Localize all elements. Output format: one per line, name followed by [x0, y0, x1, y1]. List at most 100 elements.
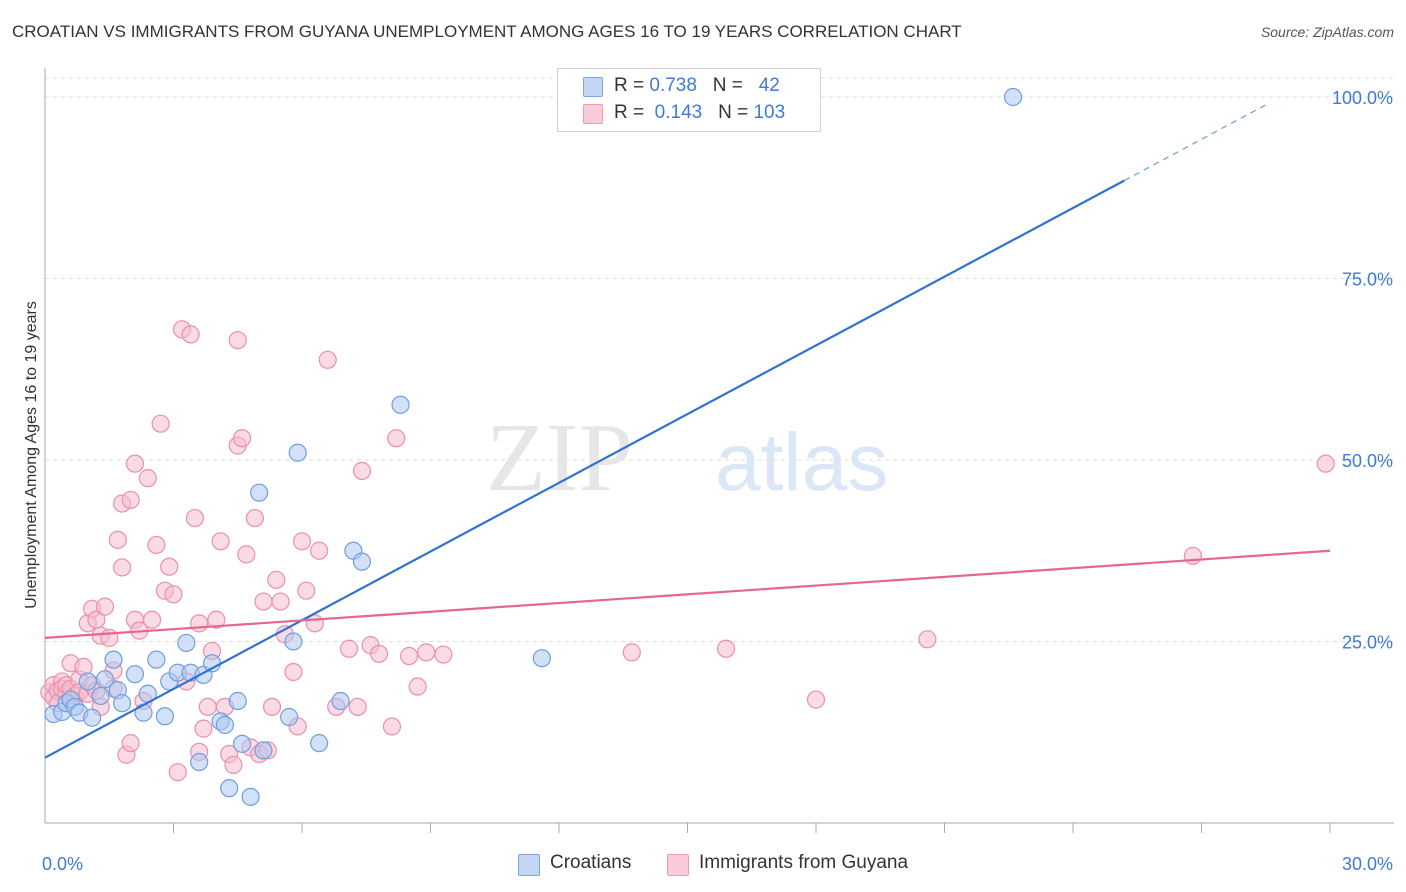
point-guyana	[318, 350, 337, 369]
point-guyana	[181, 325, 200, 344]
point-guyana	[267, 570, 286, 589]
point-croatian	[190, 752, 209, 772]
legend-n-value: 103	[753, 102, 786, 123]
legend-r-value: 0.143	[654, 102, 703, 123]
point-guyana	[310, 541, 329, 560]
point-guyana	[224, 755, 243, 775]
point-guyana	[340, 639, 359, 658]
point-croatian	[112, 694, 132, 713]
point-guyana	[408, 677, 427, 696]
point-guyana	[245, 508, 264, 528]
y-tick-label: 50.0%	[1342, 451, 1393, 471]
point-croatian	[532, 649, 551, 668]
point-croatian	[250, 483, 269, 502]
y-tick-label: 25.0%	[1342, 633, 1393, 653]
legend-n-label: N =	[718, 102, 749, 123]
point-guyana	[185, 508, 205, 528]
x-tick-label: 0.0%	[42, 854, 83, 874]
legend-r-label: R =	[614, 102, 645, 123]
point-guyana	[292, 532, 312, 551]
point-croatian	[241, 787, 260, 806]
point-guyana	[142, 610, 162, 629]
point-croatian	[134, 703, 153, 722]
point-croatian	[177, 633, 196, 653]
point-croatian	[155, 707, 175, 726]
source-label: Source: ZipAtlas.com	[1260, 24, 1394, 40]
legend-swatch-blue	[583, 77, 603, 97]
point-guyana	[198, 697, 217, 716]
point-guyana	[417, 643, 436, 662]
point-croatian	[83, 708, 102, 727]
point-guyana	[147, 535, 166, 555]
trend-lines	[44, 104, 1331, 759]
point-croatian	[125, 665, 145, 684]
bottom-legend-swatch-blue	[518, 854, 540, 876]
watermark-zip: ZIP	[486, 404, 633, 512]
y-tick-label: 75.0%	[1342, 270, 1393, 290]
bottom-legend-label: Immigrants from Guyana	[699, 852, 909, 873]
point-croatian	[352, 552, 372, 571]
point-guyana	[352, 461, 372, 480]
point-croatian	[310, 734, 329, 753]
point-guyana	[387, 429, 406, 448]
correlation-legend: R = 0.738 N = 42 R = 0.143 N = 103	[557, 68, 821, 132]
point-guyana	[254, 592, 273, 611]
point-guyana	[806, 690, 826, 709]
point-croatian	[254, 741, 273, 760]
point-guyana	[151, 414, 170, 433]
point-guyana	[434, 645, 453, 664]
point-guyana	[262, 697, 282, 716]
y-axis-title: Unemployment Among Ages 16 to 19 years	[23, 301, 40, 609]
point-croatian	[1003, 87, 1023, 107]
point-guyana	[121, 734, 140, 753]
point-guyana	[190, 614, 209, 633]
point-guyana	[382, 717, 402, 736]
point-guyana	[95, 597, 115, 616]
point-guyana	[138, 469, 157, 488]
y-tick-label: 100.0%	[1332, 88, 1393, 108]
point-guyana	[232, 429, 252, 448]
series-croatians	[44, 87, 1023, 806]
chart-title: CROATIAN VS IMMIGRANTS FROM GUYANA UNEMP…	[12, 22, 962, 41]
point-guyana	[207, 610, 226, 629]
point-croatian	[232, 734, 252, 753]
point-guyana	[1316, 454, 1335, 473]
legend-r-value: 0.738	[649, 75, 697, 96]
point-guyana	[1183, 546, 1203, 565]
point-guyana	[108, 530, 127, 549]
point-guyana	[399, 646, 419, 666]
bottom-legend-label: Croatians	[550, 852, 632, 873]
point-guyana	[164, 585, 183, 604]
point-guyana	[160, 557, 179, 576]
point-guyana	[348, 697, 367, 716]
point-guyana	[284, 662, 303, 682]
trend-line-guyana	[44, 549, 1331, 639]
bottom-legend-swatch-pink	[667, 854, 689, 876]
point-guyana	[121, 490, 140, 510]
point-guyana	[112, 558, 132, 577]
point-guyana	[918, 630, 937, 649]
series-immigrants-from-guyana	[40, 320, 1335, 782]
point-croatian	[331, 691, 350, 711]
trend-line-croatians-extension	[1124, 104, 1267, 182]
x-tick-label: 30.0%	[1342, 854, 1393, 874]
point-croatian	[104, 650, 123, 669]
point-guyana	[125, 454, 145, 473]
legend-n-value: 42	[758, 75, 780, 96]
point-guyana	[271, 592, 290, 611]
point-croatian	[95, 670, 115, 689]
legend-r-label: R =	[614, 75, 645, 96]
point-guyana	[228, 331, 247, 350]
point-croatian	[288, 443, 307, 462]
point-guyana	[622, 643, 641, 662]
point-guyana	[370, 644, 389, 663]
point-guyana	[168, 763, 187, 782]
point-guyana	[237, 545, 256, 564]
trend-line-croatians	[44, 179, 1125, 759]
point-guyana	[211, 532, 230, 551]
point-croatian	[284, 632, 303, 651]
point-croatian	[91, 686, 110, 706]
watermark: ZIP atlas	[486, 404, 888, 512]
legend-swatch-pink	[583, 104, 603, 124]
